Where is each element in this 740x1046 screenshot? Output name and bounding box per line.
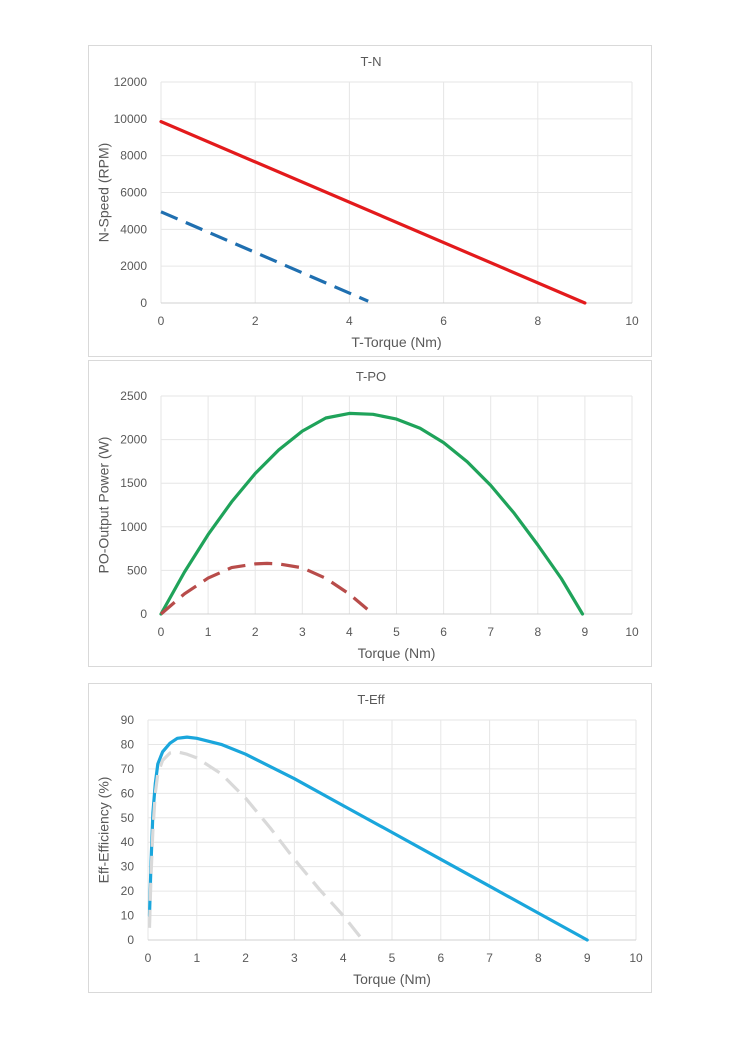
y-tick-label: 4000 bbox=[120, 222, 147, 236]
y-tick-label: 1500 bbox=[120, 476, 147, 490]
y-tick-label: 2500 bbox=[120, 389, 147, 403]
series-line-1 bbox=[159, 411, 585, 616]
x-tick-label: 2 bbox=[252, 625, 259, 639]
x-tick-label: 0 bbox=[158, 625, 165, 639]
y-tick-label: 80 bbox=[121, 737, 135, 751]
y-tick-label: 12000 bbox=[114, 75, 148, 89]
x-tick-label: 7 bbox=[487, 625, 494, 639]
chart-panel-t-n: 0 2000 4000 6000 8000 10000 12000 0 2 4 6 8 10 T-N T-T… bbox=[88, 45, 652, 357]
x-tick-label: 4 bbox=[346, 625, 353, 639]
x-tick-label: 9 bbox=[584, 951, 591, 965]
x-tick-label: 8 bbox=[535, 951, 542, 965]
gridlines bbox=[160, 81, 633, 304]
y-tick-label: 40 bbox=[121, 835, 135, 849]
y-tick-label: 70 bbox=[121, 762, 135, 776]
x-tick-label: 10 bbox=[625, 314, 639, 328]
x-axis-label: Torque (Nm) bbox=[358, 645, 436, 661]
chart-title: T-Eff bbox=[357, 692, 385, 707]
chart-t-n: 0 2000 4000 6000 8000 10000 12000 0 2 4 6 8 10 T-N T-T… bbox=[96, 54, 639, 350]
y-tick-label: 1000 bbox=[120, 520, 147, 534]
chart-t-po: 0 500 1000 1500 2000 2500 0 1 2 3 4 5 6 7 8 9 10 T-PO Torq… bbox=[96, 369, 639, 661]
y-axis-label: Eff-Efficiency (%) bbox=[96, 777, 112, 884]
y-tick-label: 2000 bbox=[120, 433, 147, 447]
x-tick-label: 9 bbox=[582, 625, 589, 639]
x-tick-label: 8 bbox=[534, 314, 541, 328]
y-tick-label: 30 bbox=[121, 860, 135, 874]
x-tick-label: 7 bbox=[486, 951, 493, 965]
x-tick-label: 5 bbox=[389, 951, 396, 965]
y-tick-label: 0 bbox=[127, 933, 134, 947]
chart-t-eff: 0 10 20 30 40 50 60 70 80 90 0 1 2 3 4 5 6 7 8 9 10 T-Eff Torq… bbox=[96, 692, 643, 987]
y-tick-label: 50 bbox=[121, 811, 135, 825]
chart-title: T-N bbox=[361, 54, 382, 69]
x-tick-label: 1 bbox=[193, 951, 200, 965]
y-axis-label: PO-Output Power (W) bbox=[96, 437, 112, 574]
y-tick-label: 0 bbox=[140, 296, 147, 310]
x-axis-label: Torque (Nm) bbox=[353, 971, 431, 987]
x-tick-label: 0 bbox=[158, 314, 165, 328]
y-tick-label: 10 bbox=[121, 909, 135, 923]
chart-panel-t-po: 0 500 1000 1500 2000 2500 0 1 2 3 4 5 6 7 8 9 10 T-PO Torq… bbox=[88, 360, 652, 667]
y-tick-label: 20 bbox=[121, 884, 135, 898]
series-line-2 bbox=[147, 750, 364, 941]
series-line-1 bbox=[159, 119, 587, 305]
y-tick-label: 8000 bbox=[120, 149, 147, 163]
x-tick-label: 4 bbox=[340, 951, 347, 965]
x-tick-label: 6 bbox=[437, 951, 444, 965]
x-tick-label: 3 bbox=[291, 951, 298, 965]
y-tick-label: 2000 bbox=[120, 259, 147, 273]
y-axis-label: N-Speed (RPM) bbox=[96, 143, 112, 243]
gridlines bbox=[147, 719, 637, 941]
x-tick-label: 2 bbox=[252, 314, 259, 328]
y-tick-label: 6000 bbox=[120, 186, 147, 200]
y-tick-label: 500 bbox=[127, 563, 147, 577]
x-tick-label: 6 bbox=[440, 314, 447, 328]
x-axis-label: T-Torque (Nm) bbox=[351, 334, 441, 350]
x-tick-label: 4 bbox=[346, 314, 353, 328]
y-tick-label: 10000 bbox=[114, 112, 148, 126]
x-tick-label: 2 bbox=[242, 951, 249, 965]
x-tick-label: 0 bbox=[145, 951, 152, 965]
series-line-2 bbox=[159, 561, 375, 616]
x-tick-label: 10 bbox=[625, 625, 639, 639]
y-tick-label: 0 bbox=[140, 607, 147, 621]
x-tick-label: 10 bbox=[629, 951, 643, 965]
y-tick-label: 90 bbox=[121, 713, 135, 727]
y-tick-label: 60 bbox=[121, 786, 135, 800]
x-tick-label: 5 bbox=[393, 625, 400, 639]
chart-panel-t-eff: 0 10 20 30 40 50 60 70 80 90 0 1 2 3 4 5 6 7 8 9 10 T-Eff Torq… bbox=[88, 683, 652, 993]
x-tick-label: 1 bbox=[205, 625, 212, 639]
x-tick-label: 8 bbox=[534, 625, 541, 639]
series-line-1 bbox=[147, 735, 589, 942]
x-tick-label: 3 bbox=[299, 625, 306, 639]
chart-title: T-PO bbox=[356, 369, 386, 384]
x-tick-label: 6 bbox=[440, 625, 447, 639]
series-line-2 bbox=[160, 210, 369, 303]
